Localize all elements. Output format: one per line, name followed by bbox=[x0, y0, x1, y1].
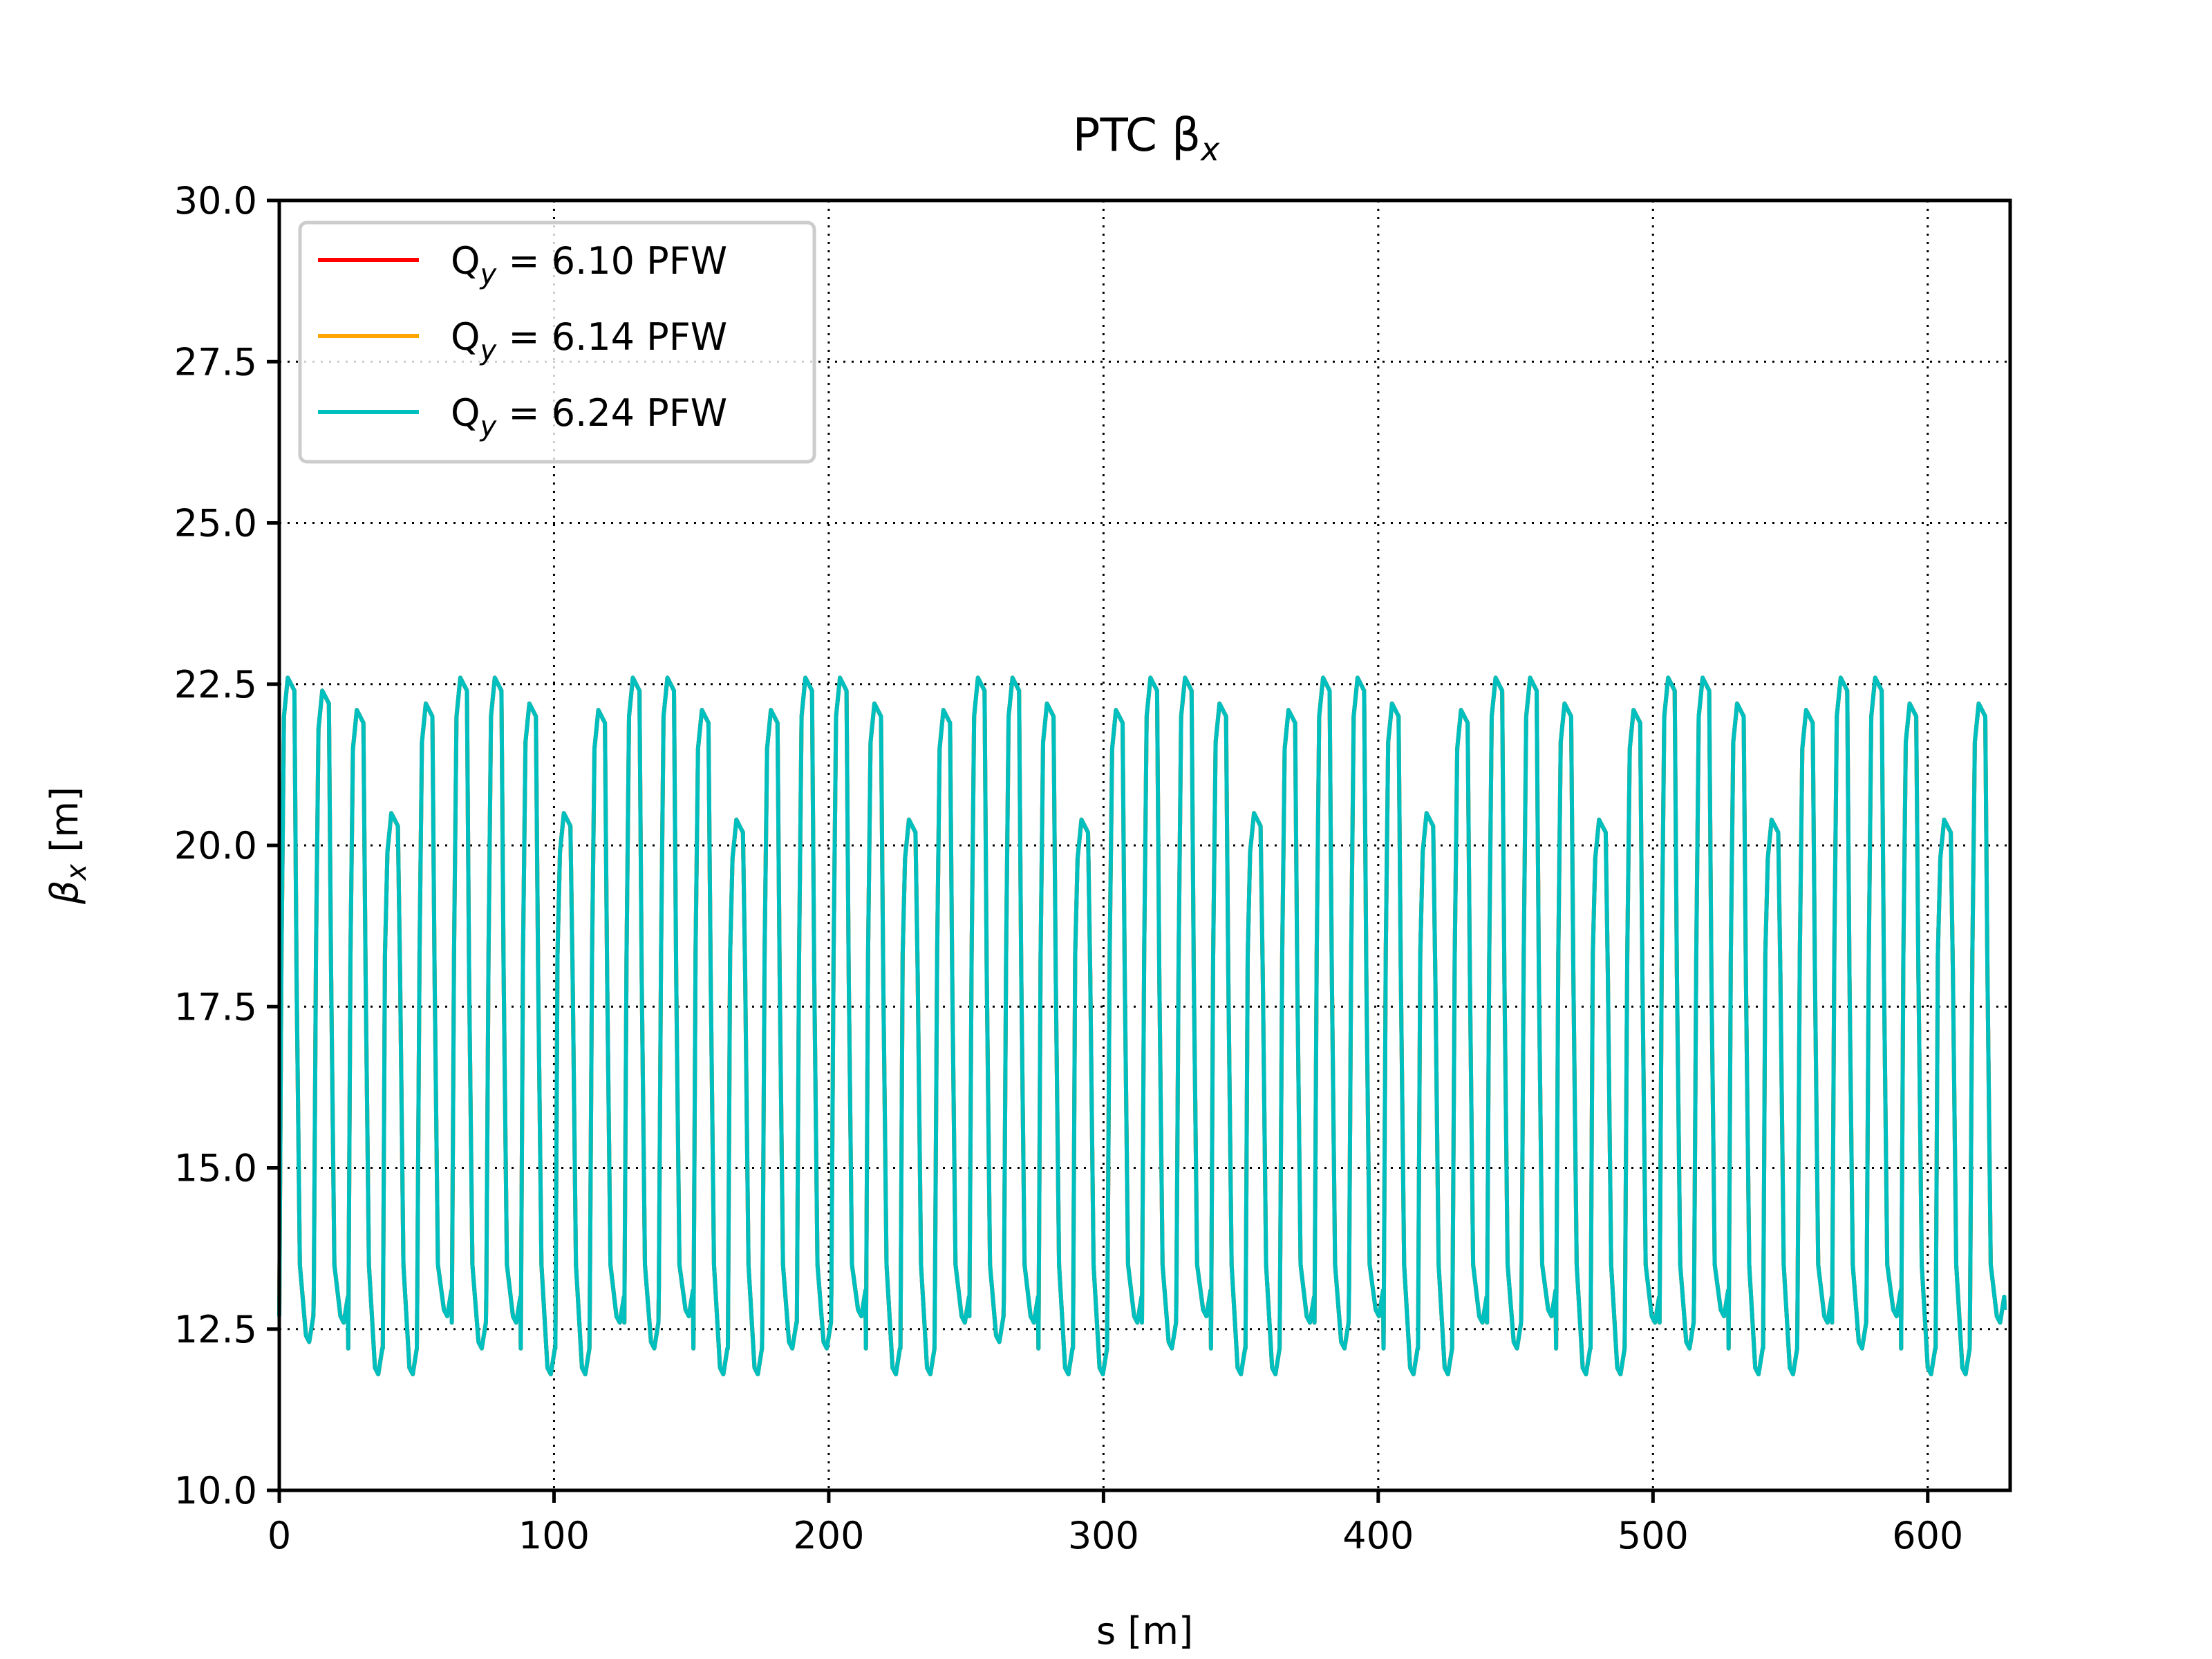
y-tick-label: 17.5 bbox=[174, 985, 257, 1029]
y-axis-ticks: 10.0 12.5 15.0 17.5 20.0 22.5 25.0 27.5 30.0 bbox=[174, 179, 279, 1512]
series-line-qy-6-24 bbox=[277, 675, 2007, 1377]
x-tick-label: 100 bbox=[518, 1514, 590, 1557]
x-tick-label: 0 bbox=[268, 1514, 291, 1557]
legend-label: Qy = 6.14 PFW bbox=[451, 315, 727, 366]
x-tick-label: 600 bbox=[1892, 1514, 1963, 1557]
legend: Qy = 6.10 PFW Qy = 6.14 PFW Qy = 6.24 PF… bbox=[298, 221, 816, 464]
y-tick-label: 15.0 bbox=[174, 1147, 257, 1190]
legend-box bbox=[298, 221, 816, 464]
x-axis-ticks: 0 100 200 300 400 500 600 bbox=[268, 1490, 1963, 1557]
chart-title: PTC βx bbox=[1073, 109, 1220, 168]
y-tick-label: 20.0 bbox=[174, 824, 257, 868]
y-tick-label: 22.5 bbox=[174, 663, 257, 706]
legend-label: Qy = 6.10 PFW bbox=[451, 239, 727, 290]
x-tick-label: 300 bbox=[1068, 1514, 1139, 1557]
plot-lines bbox=[277, 675, 2007, 1377]
y-tick-label: 25.0 bbox=[174, 502, 257, 545]
x-tick-label: 500 bbox=[1618, 1514, 1689, 1557]
legend-entry: Qy = 6.14 PFW bbox=[318, 315, 727, 366]
legend-entry: Qy = 6.10 PFW bbox=[318, 239, 727, 290]
x-axis-label: s [m] bbox=[1096, 1609, 1193, 1653]
y-tick-label: 27.5 bbox=[174, 340, 257, 384]
x-tick-label: 400 bbox=[1342, 1514, 1414, 1557]
x-tick-label: 200 bbox=[793, 1514, 864, 1557]
legend-entry: Qy = 6.24 PFW bbox=[318, 391, 727, 442]
y-tick-label: 10.0 bbox=[174, 1469, 257, 1512]
y-axis-label: βx [m] bbox=[43, 787, 93, 905]
legend-label: Qy = 6.24 PFW bbox=[451, 391, 727, 442]
y-tick-label: 12.5 bbox=[174, 1308, 257, 1351]
y-tick-label: 30.0 bbox=[174, 179, 257, 223]
